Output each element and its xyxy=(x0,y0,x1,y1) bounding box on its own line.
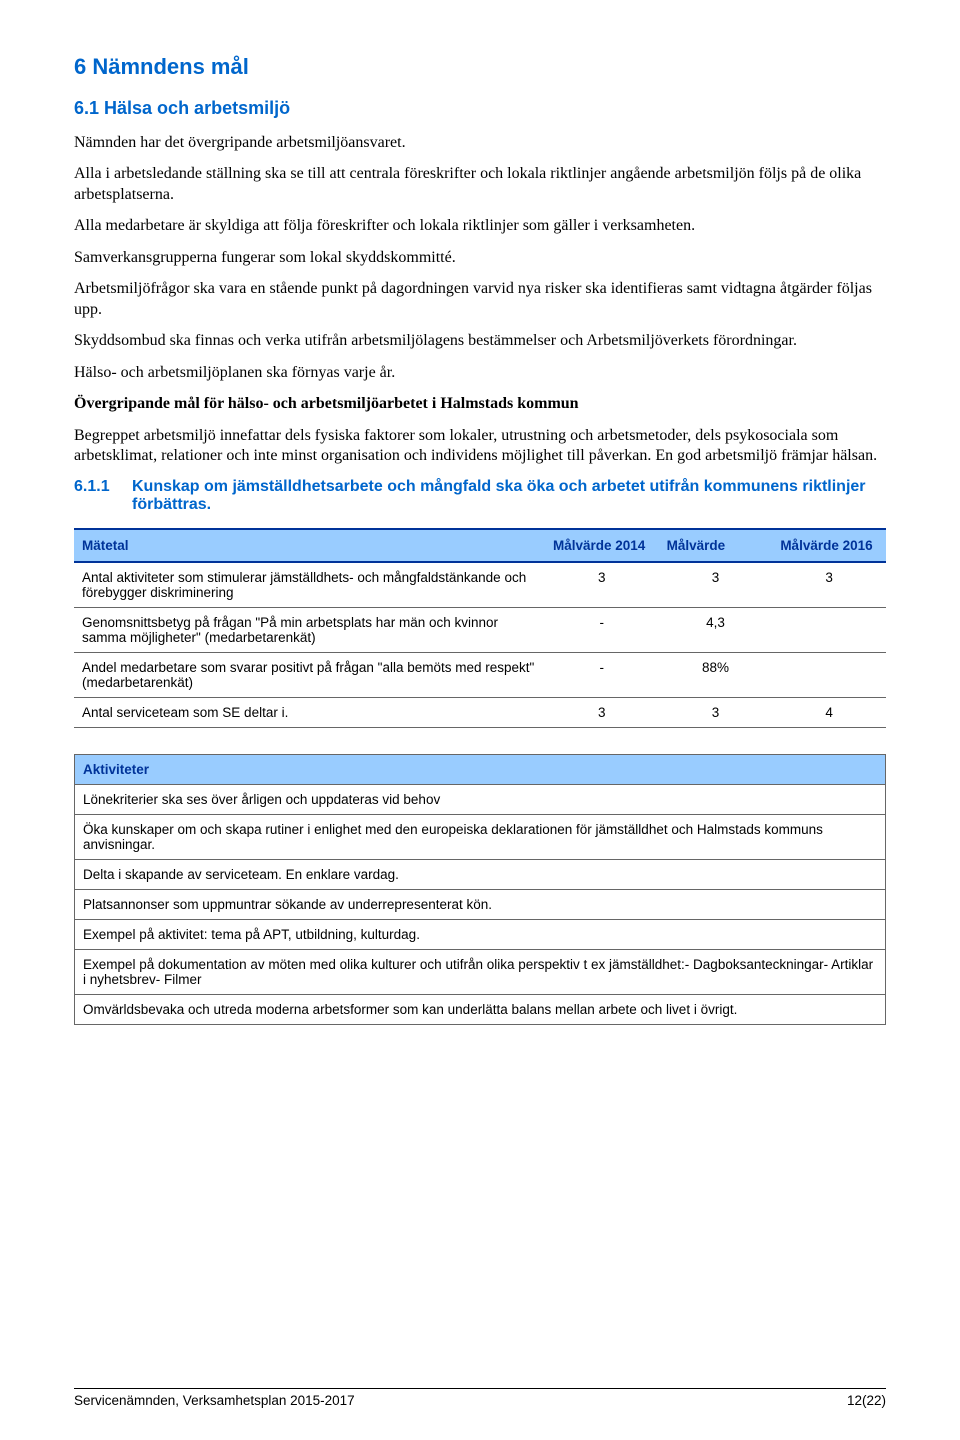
table-row: Omvärldsbevaka och utreda moderna arbets… xyxy=(75,994,886,1024)
table-row: Platsannonser som uppmuntrar sökande av … xyxy=(75,889,886,919)
heading-3-text: Kunskap om jämställdhetsarbete och mångf… xyxy=(132,478,886,514)
cell: Delta i skapande av serviceteam. En enkl… xyxy=(75,859,886,889)
paragraph: Begreppet arbetsmiljö innefattar dels fy… xyxy=(74,426,886,467)
cell-value: - xyxy=(545,607,659,652)
cell-value: 3 xyxy=(772,562,886,608)
col-header-aktiviteter: Aktiviteter xyxy=(75,754,886,784)
cell-value: 3 xyxy=(659,697,773,727)
paragraph: Alla i arbetsledande ställning ska se ti… xyxy=(74,164,886,205)
paragraph: Hälso- och arbetsmiljöplanen ska förnyas… xyxy=(74,363,886,383)
table-row: Lönekriterier ska ses över årligen och u… xyxy=(75,784,886,814)
cell-label: Antal aktiviteter som stimulerar jämstäl… xyxy=(74,562,545,608)
matetal-table: Mätetal Målvärde 2014 Målvärde Målvärde … xyxy=(74,528,886,728)
paragraph: Arbetsmiljöfrågor ska vara en stående pu… xyxy=(74,279,886,320)
cell-value: 3 xyxy=(545,562,659,608)
table-row: Andel medarbetare som svarar positivt på… xyxy=(74,652,886,697)
paragraph: Alla medarbetare är skyldiga att följa f… xyxy=(74,216,886,236)
paragraph-bold: Övergripande mål för hälso- och arbetsmi… xyxy=(74,394,886,414)
heading-3: 6.1.1 Kunskap om jämställdhetsarbete och… xyxy=(74,478,886,514)
cell-label: Genomsnittsbetyg på frågan "På min arbet… xyxy=(74,607,545,652)
cell-value: 88% xyxy=(659,652,773,697)
col-header-2014: Målvärde 2014 xyxy=(545,529,659,562)
footer-left: Servicenämnden, Verksamhetsplan 2015-201… xyxy=(74,1393,355,1408)
paragraph: Samverkansgrupperna fungerar som lokal s… xyxy=(74,248,886,268)
cell-label: Antal serviceteam som SE deltar i. xyxy=(74,697,545,727)
cell-label: Andel medarbetare som svarar positivt på… xyxy=(74,652,545,697)
table-row: Antal aktiviteter som stimulerar jämstäl… xyxy=(74,562,886,608)
cell: Öka kunskaper om och skapa rutiner i enl… xyxy=(75,814,886,859)
cell: Omvärldsbevaka och utreda moderna arbets… xyxy=(75,994,886,1024)
table-row: Exempel på dokumentation av möten med ol… xyxy=(75,949,886,994)
table-row: Genomsnittsbetyg på frågan "På min arbet… xyxy=(74,607,886,652)
col-header-matetal: Mätetal xyxy=(74,529,545,562)
cell-value: 4,3 xyxy=(659,607,773,652)
table-row: Exempel på aktivitet: tema på APT, utbil… xyxy=(75,919,886,949)
table-header-row: Aktiviteter xyxy=(75,754,886,784)
col-header-2016: Målvärde 2016 xyxy=(772,529,886,562)
paragraph: Skyddsombud ska finnas och verka utifrån… xyxy=(74,331,886,351)
cell-value xyxy=(772,652,886,697)
paragraph: Nämnden har det övergripande arbetsmiljö… xyxy=(74,133,886,153)
cell-value: 3 xyxy=(545,697,659,727)
cell-value: 4 xyxy=(772,697,886,727)
cell-value: - xyxy=(545,652,659,697)
cell-value xyxy=(772,607,886,652)
table-row: Antal serviceteam som SE deltar i. 3 3 4 xyxy=(74,697,886,727)
cell: Exempel på aktivitet: tema på APT, utbil… xyxy=(75,919,886,949)
aktiviteter-table: Aktiviteter Lönekriterier ska ses över å… xyxy=(74,754,886,1025)
cell-value: 3 xyxy=(659,562,773,608)
heading-2: 6.1 Hälsa och arbetsmiljö xyxy=(74,98,886,119)
page-footer: Servicenämnden, Verksamhetsplan 2015-201… xyxy=(74,1388,886,1408)
footer-right: 12(22) xyxy=(847,1393,886,1408)
col-header-malvarde: Målvärde xyxy=(659,529,773,562)
table-row: Delta i skapande av serviceteam. En enkl… xyxy=(75,859,886,889)
heading-3-number: 6.1.1 xyxy=(74,478,132,514)
table-row: Öka kunskaper om och skapa rutiner i enl… xyxy=(75,814,886,859)
cell: Platsannonser som uppmuntrar sökande av … xyxy=(75,889,886,919)
cell: Lönekriterier ska ses över årligen och u… xyxy=(75,784,886,814)
table-header-row: Mätetal Målvärde 2014 Målvärde Målvärde … xyxy=(74,529,886,562)
cell: Exempel på dokumentation av möten med ol… xyxy=(75,949,886,994)
heading-1: 6 Nämndens mål xyxy=(74,54,886,80)
